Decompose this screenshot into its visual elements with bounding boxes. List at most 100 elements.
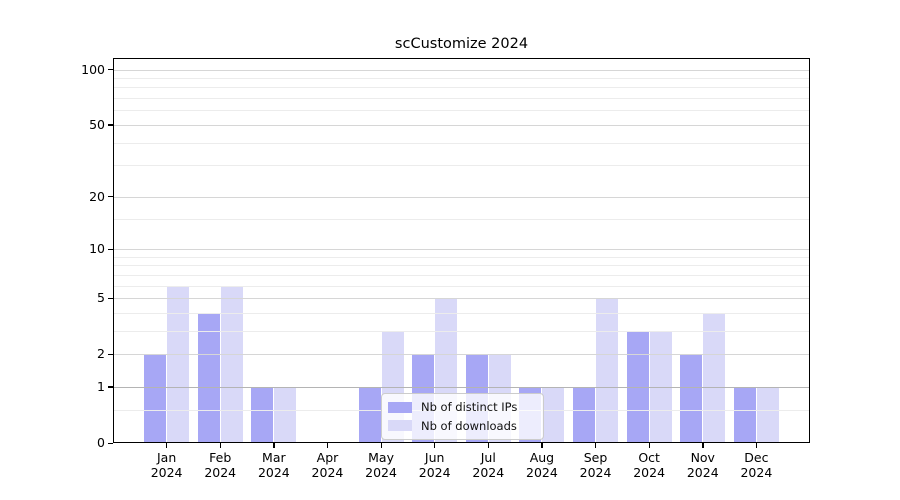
- x-tick-month: Nov: [690, 450, 715, 465]
- gridline-major: [113, 249, 810, 250]
- x-tick-mark: [595, 443, 597, 448]
- x-tick-month: Apr: [316, 450, 339, 465]
- gridline-major: [113, 354, 810, 356]
- y-tick-label: 0: [97, 435, 105, 450]
- gridline-minor: [113, 110, 810, 112]
- x-tick-label-sep: Sep 2024: [569, 450, 623, 480]
- x-tick-mark: [434, 443, 436, 448]
- gridline-minor: [113, 142, 810, 144]
- x-tick-mark: [541, 443, 543, 448]
- x-tick-mark: [648, 443, 650, 448]
- bar-aug-downloads: [542, 386, 565, 443]
- x-tick-label-nov: Nov 2024: [676, 450, 730, 480]
- gridline-major: [113, 196, 810, 198]
- legend-swatch-downloads: [388, 420, 412, 432]
- legend-label-distinct-ips: Nb of distinct IPs: [421, 400, 518, 415]
- x-tick-label-jul: Jul 2024: [461, 450, 515, 480]
- x-tick-mark: [380, 443, 382, 448]
- x-tick-year: 2024: [311, 465, 344, 480]
- x-tick-year: 2024: [686, 465, 719, 480]
- x-tick-month: Feb: [209, 450, 232, 465]
- y-tick-label: 5: [97, 290, 105, 306]
- bar-oct-distinct-ips: [626, 330, 649, 443]
- gridline-minor: [113, 312, 810, 314]
- gridline-minor: [113, 87, 810, 89]
- y-tick-mark: [108, 248, 113, 250]
- gridline-minor: [113, 274, 810, 276]
- x-tick-year: 2024: [418, 465, 451, 480]
- gridline-minor: [113, 98, 810, 100]
- bar-mar-distinct-ips: [251, 386, 274, 443]
- y-tick-label: 50: [89, 116, 105, 132]
- x-tick-label-dec: Dec 2024: [729, 450, 783, 480]
- bar-dec-downloads: [756, 386, 779, 443]
- x-tick-label-jan: Jan 2024: [140, 450, 194, 480]
- x-tick-year: 2024: [204, 465, 237, 480]
- y-tick-mark: [108, 442, 113, 444]
- y-tick-mark: [108, 196, 113, 198]
- bar-mar-downloads: [274, 386, 297, 443]
- y-tick-label: 2: [97, 346, 105, 362]
- x-tick-label-jun: Jun 2024: [408, 450, 462, 480]
- x-tick-label-aug: Aug 2024: [515, 450, 569, 480]
- legend: Nb of distinct IPs Nb of downloads: [381, 393, 544, 440]
- plot-border: [113, 58, 810, 443]
- x-tick-month: Jan: [156, 450, 177, 465]
- x-tick-label-may: May 2024: [354, 450, 408, 480]
- legend-label-downloads: Nb of downloads: [421, 418, 517, 433]
- gridline-minor: [113, 218, 810, 220]
- x-tick-label-oct: Oct 2024: [622, 450, 676, 480]
- x-tick-month: Jul: [480, 450, 496, 465]
- gridline-minor: [113, 78, 810, 80]
- x-tick-month: May: [368, 450, 394, 465]
- legend-swatch-distinct-ips: [388, 401, 412, 413]
- x-tick-month: Sep: [583, 450, 608, 465]
- x-tick-year: 2024: [633, 465, 666, 480]
- chart-title: scCustomize 2024: [394, 36, 529, 52]
- bar-jan-downloads: [167, 285, 190, 443]
- bar-feb-downloads: [220, 285, 243, 443]
- gridline-major: [113, 386, 810, 388]
- y-tick-mark: [108, 124, 113, 126]
- y-tick-mark: [108, 297, 113, 299]
- x-tick-label-feb: Feb 2024: [193, 450, 247, 480]
- legend-item-downloads: Nb of downloads: [388, 419, 535, 433]
- x-tick-mark: [273, 443, 275, 448]
- x-tick-year: 2024: [472, 465, 505, 480]
- x-tick-mark: [702, 443, 704, 448]
- y-tick-label: 100: [81, 61, 105, 77]
- x-tick-month: Dec: [744, 450, 769, 465]
- x-tick-month: Oct: [638, 450, 660, 465]
- legend-item-distinct-ips: Nb of distinct IPs: [388, 400, 535, 414]
- bar-oct-downloads: [649, 330, 672, 443]
- gridline-minor: [113, 265, 810, 267]
- gridline-minor: [113, 165, 810, 167]
- x-tick-year: 2024: [150, 465, 183, 480]
- x-tick-mark: [755, 443, 758, 448]
- x-tick-mark: [487, 443, 490, 448]
- y-tick-mark: [108, 386, 113, 388]
- x-tick-label-apr: Apr 2024: [300, 450, 354, 480]
- x-tick-year: 2024: [365, 465, 397, 480]
- y-tick-label: 20: [89, 188, 105, 204]
- x-tick-year: 2024: [526, 465, 558, 480]
- bar-nov-distinct-ips: [680, 354, 703, 443]
- y-tick-label: 1: [97, 378, 105, 394]
- bar-dec-distinct-ips: [733, 386, 756, 443]
- x-tick-mark: [219, 443, 222, 448]
- gridline-major: [113, 69, 810, 71]
- x-tick-mark: [166, 443, 168, 448]
- x-tick-mark: [326, 443, 329, 448]
- bar-sep-downloads: [596, 298, 619, 443]
- gridline-minor: [113, 330, 810, 332]
- x-tick-year: 2024: [579, 465, 612, 480]
- bar-sep-distinct-ips: [573, 386, 596, 443]
- x-tick-year: 2024: [257, 465, 290, 480]
- gridline-minor: [113, 256, 810, 258]
- bar-jan-distinct-ips: [144, 354, 167, 443]
- gridline-major: [113, 124, 810, 126]
- bar-may-distinct-ips: [358, 386, 381, 443]
- x-tick-month: Mar: [262, 450, 286, 465]
- y-tick-label: 10: [89, 241, 105, 256]
